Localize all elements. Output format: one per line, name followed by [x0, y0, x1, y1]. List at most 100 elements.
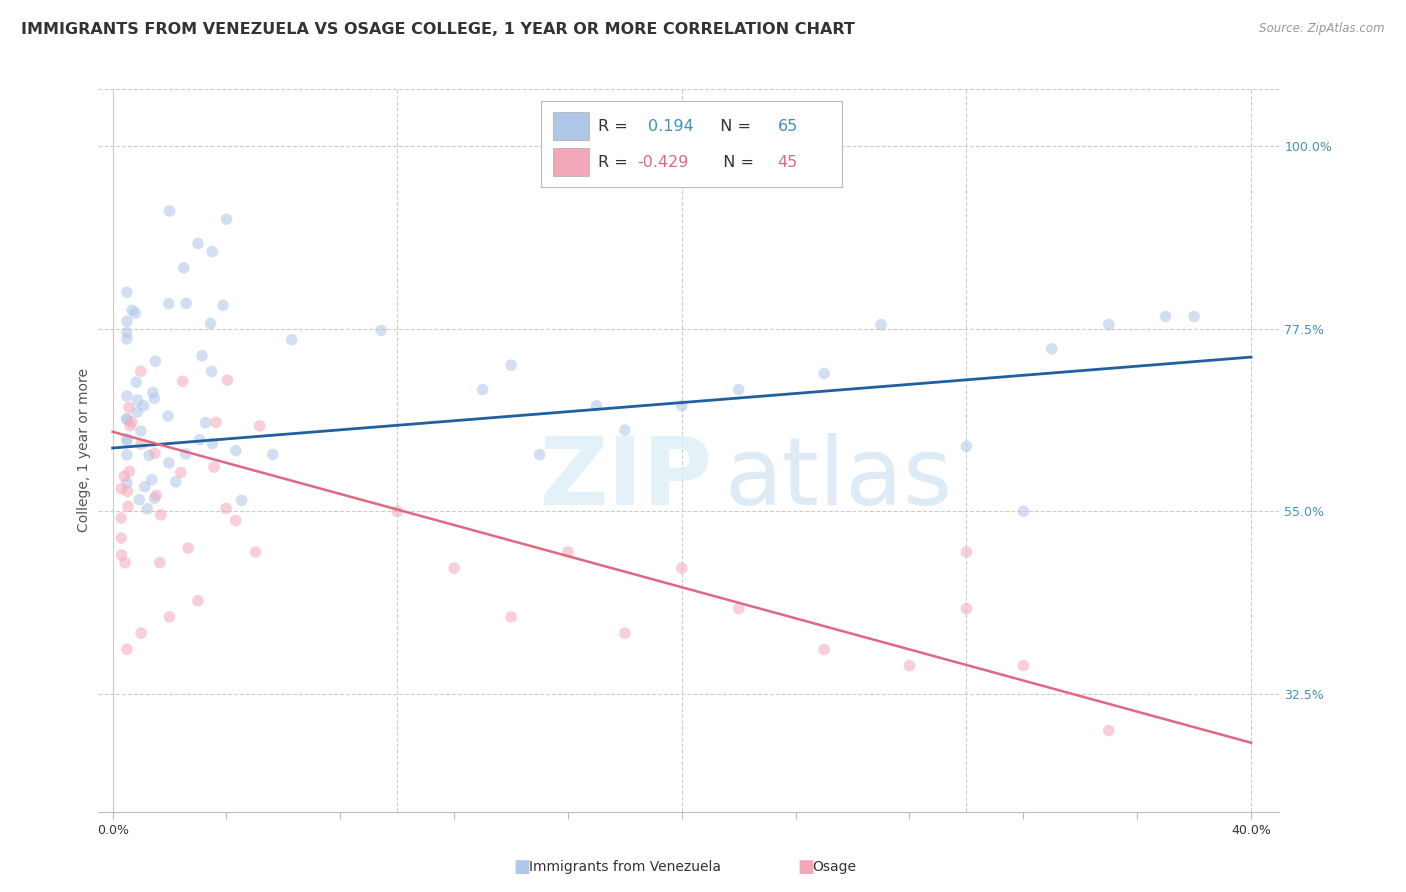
Text: ■: ■ — [797, 858, 814, 876]
Text: atlas: atlas — [724, 434, 953, 525]
Point — [187, 593, 209, 607]
Point — [115, 285, 138, 300]
Point — [114, 556, 136, 570]
Point — [813, 367, 835, 381]
Point — [143, 491, 166, 506]
FancyBboxPatch shape — [541, 102, 842, 186]
Point — [205, 415, 228, 429]
Point — [110, 531, 132, 545]
Point — [117, 500, 139, 514]
Point — [1154, 310, 1177, 324]
Point — [1040, 342, 1063, 356]
Point — [142, 385, 165, 400]
Text: N =: N = — [713, 154, 759, 169]
Point — [128, 492, 150, 507]
Point — [200, 317, 222, 331]
Point — [115, 412, 138, 426]
Point — [159, 204, 181, 219]
Text: R =: R = — [598, 154, 633, 169]
Point — [112, 469, 135, 483]
Point — [188, 433, 211, 447]
Point — [115, 332, 138, 346]
Point — [249, 419, 271, 434]
Point — [117, 484, 139, 499]
Point — [170, 466, 193, 480]
Text: Source: ZipAtlas.com: Source: ZipAtlas.com — [1260, 22, 1385, 36]
Point — [129, 424, 152, 438]
Point — [145, 488, 167, 502]
Point — [202, 460, 225, 475]
Point — [149, 508, 172, 522]
Point — [115, 326, 138, 340]
Point — [127, 393, 149, 408]
Point — [671, 561, 693, 575]
Point — [129, 626, 152, 640]
Point — [115, 389, 138, 403]
Point — [499, 358, 522, 372]
Point — [225, 513, 247, 527]
Point — [194, 416, 217, 430]
Text: Immigrants from Venezuela: Immigrants from Venezuela — [529, 860, 721, 874]
Point — [115, 642, 138, 657]
Point — [165, 475, 187, 489]
Point — [132, 399, 155, 413]
Point — [613, 423, 636, 437]
Point — [201, 436, 224, 450]
Point — [141, 473, 163, 487]
Point — [157, 409, 180, 423]
Point — [225, 443, 247, 458]
Point — [174, 447, 197, 461]
Point — [110, 548, 132, 562]
Point — [215, 501, 238, 516]
Point — [499, 610, 522, 624]
Point — [149, 556, 172, 570]
Point — [110, 511, 132, 525]
Point — [201, 244, 224, 259]
Point — [115, 412, 138, 426]
Point — [585, 399, 607, 413]
FancyBboxPatch shape — [553, 148, 589, 176]
Y-axis label: College, 1 year or more: College, 1 year or more — [77, 368, 91, 533]
Point — [173, 260, 195, 275]
FancyBboxPatch shape — [553, 112, 589, 140]
Point — [245, 545, 267, 559]
Point — [118, 464, 141, 478]
Point — [129, 364, 152, 378]
Point — [898, 658, 921, 673]
Point — [118, 401, 141, 415]
Point — [136, 501, 159, 516]
Point — [115, 314, 138, 328]
Point — [174, 296, 197, 310]
Point — [955, 601, 977, 615]
Point — [157, 296, 180, 310]
Point — [443, 561, 465, 575]
Point — [215, 212, 238, 227]
Point — [471, 383, 494, 397]
Point — [813, 642, 835, 657]
Point — [134, 480, 156, 494]
Point — [121, 415, 143, 429]
Point — [370, 323, 392, 337]
Point — [671, 399, 693, 413]
Point — [172, 374, 194, 388]
Text: 45: 45 — [778, 154, 797, 169]
Point — [1098, 723, 1121, 738]
Point — [201, 364, 224, 378]
Point — [121, 303, 143, 318]
Point — [955, 545, 977, 559]
Point — [110, 482, 132, 496]
Point — [115, 432, 138, 446]
Point — [157, 456, 180, 470]
Point — [129, 437, 152, 451]
Point — [1182, 310, 1205, 324]
Text: ZIP: ZIP — [540, 434, 713, 525]
Point — [613, 626, 636, 640]
Point — [115, 475, 138, 490]
Point — [262, 447, 284, 461]
Point — [191, 349, 214, 363]
Point — [557, 545, 579, 559]
Text: 0.194: 0.194 — [648, 119, 693, 134]
Point — [138, 449, 160, 463]
Point — [870, 318, 893, 332]
Point — [1098, 318, 1121, 332]
